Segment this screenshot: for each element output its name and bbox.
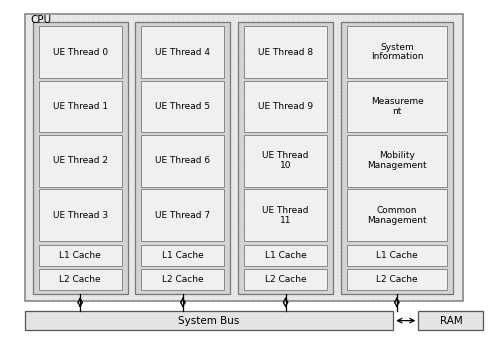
Bar	[418, 311, 483, 330]
Bar	[244, 245, 327, 266]
Text: L2 Cache: L2 Cache	[265, 275, 307, 284]
Text: UE Thread 6: UE Thread 6	[155, 156, 210, 165]
Bar	[39, 26, 122, 78]
Text: UE Thread 2: UE Thread 2	[53, 156, 108, 165]
Text: RAM: RAM	[439, 316, 462, 326]
Bar	[347, 81, 447, 132]
Bar	[141, 245, 224, 266]
Bar	[238, 22, 333, 294]
Text: L1 Cache: L1 Cache	[265, 251, 307, 260]
Bar	[347, 189, 447, 241]
Bar	[347, 269, 447, 290]
Bar	[33, 22, 128, 294]
Text: UE Thread 0: UE Thread 0	[53, 48, 108, 56]
Text: Common
Management: Common Management	[367, 206, 427, 224]
Text: L2 Cache: L2 Cache	[162, 275, 204, 284]
Bar	[341, 22, 453, 294]
Bar	[244, 135, 327, 187]
Text: L1 Cache: L1 Cache	[376, 251, 418, 260]
Text: Measureme
nt: Measureme nt	[371, 97, 423, 116]
Bar	[39, 189, 122, 241]
Text: L2 Cache: L2 Cache	[376, 275, 418, 284]
Bar	[39, 245, 122, 266]
Bar	[347, 26, 447, 78]
Text: UE Thread
11: UE Thread 11	[263, 206, 309, 224]
Text: UE Thread 8: UE Thread 8	[258, 48, 313, 56]
Text: L2 Cache: L2 Cache	[59, 275, 101, 284]
Text: UE Thread
10: UE Thread 10	[263, 152, 309, 170]
Text: Mobility
Management: Mobility Management	[367, 152, 427, 170]
Text: UE Thread 7: UE Thread 7	[155, 211, 210, 220]
Text: UE Thread 9: UE Thread 9	[258, 102, 313, 111]
Bar	[244, 26, 327, 78]
Bar	[141, 26, 224, 78]
Text: L1 Cache: L1 Cache	[162, 251, 204, 260]
Text: L1 Cache: L1 Cache	[59, 251, 101, 260]
Bar	[347, 135, 447, 187]
Bar	[39, 81, 122, 132]
Bar	[141, 135, 224, 187]
Text: System Bus: System Bus	[178, 316, 240, 326]
Bar	[25, 14, 463, 301]
Bar	[244, 269, 327, 290]
Bar	[141, 269, 224, 290]
Text: UE Thread 1: UE Thread 1	[53, 102, 108, 111]
Bar	[244, 81, 327, 132]
Text: UE Thread 4: UE Thread 4	[155, 48, 210, 56]
Text: UE Thread 3: UE Thread 3	[53, 211, 108, 220]
Bar	[347, 245, 447, 266]
Bar	[141, 81, 224, 132]
Text: System
Information: System Information	[371, 42, 423, 61]
Bar	[141, 189, 224, 241]
Bar	[244, 189, 327, 241]
Bar	[39, 269, 122, 290]
Bar	[135, 22, 230, 294]
Text: UE Thread 5: UE Thread 5	[155, 102, 210, 111]
Bar	[25, 311, 393, 330]
Bar	[39, 135, 122, 187]
Text: CPU: CPU	[30, 15, 51, 25]
